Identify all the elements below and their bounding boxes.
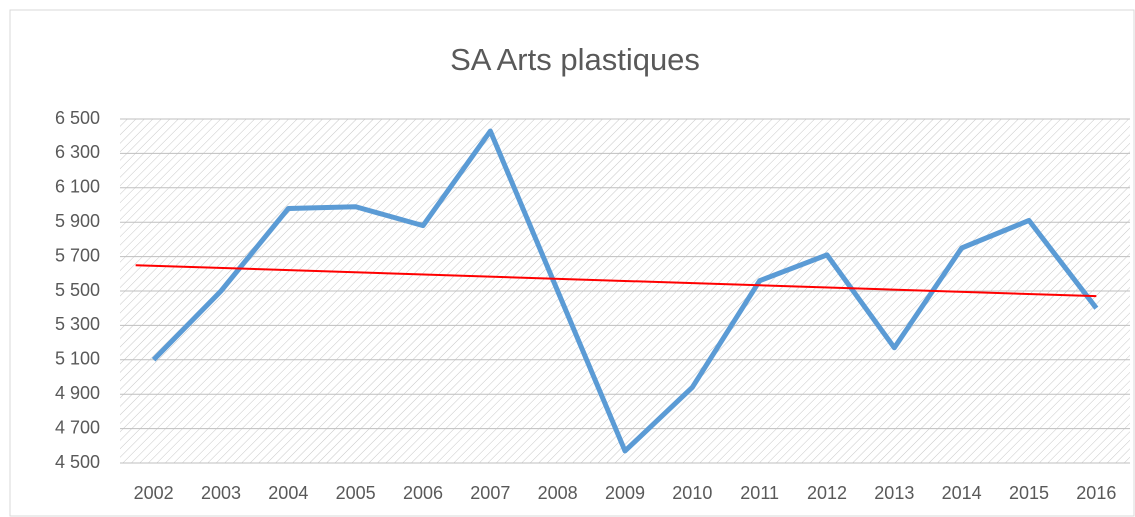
- y-tick-label: 4 500: [55, 452, 100, 472]
- y-tick-label: 5 900: [55, 211, 100, 231]
- y-tick-label: 4 700: [55, 417, 100, 437]
- x-tick-label: 2010: [672, 483, 712, 503]
- x-tick-label: 2007: [470, 483, 510, 503]
- y-tick-label: 4 900: [55, 383, 100, 403]
- y-tick-label: 5 700: [55, 245, 100, 265]
- x-tick-label: 2016: [1076, 483, 1116, 503]
- x-tick-label: 2014: [942, 483, 982, 503]
- series-line: [151, 128, 1099, 454]
- y-tick-label: 6 300: [55, 142, 100, 162]
- x-tick-label: 2011: [740, 483, 779, 503]
- x-tick-label: 2005: [336, 483, 376, 503]
- chart-title: SA Arts plastiques: [450, 42, 700, 77]
- y-tick-label: 5 300: [55, 314, 100, 334]
- x-tick-label: 2003: [201, 483, 241, 503]
- chart-border: [9, 9, 1135, 517]
- x-tick-label: 2012: [807, 483, 847, 503]
- y-tick-label: 5 100: [55, 349, 100, 369]
- x-tick-label: 2013: [874, 483, 914, 503]
- x-tick-label: 2009: [605, 483, 645, 503]
- x-tick-label: 2006: [403, 483, 443, 503]
- y-tick-label: 5 500: [55, 280, 100, 300]
- x-tick-label: 2008: [538, 483, 578, 503]
- x-tick-label: 2004: [268, 483, 308, 503]
- trend-line: [135, 264, 1097, 298]
- y-tick-label: 6 500: [55, 108, 100, 128]
- x-tick-label: 2015: [1009, 483, 1049, 503]
- x-tick-label: 2002: [134, 483, 174, 503]
- y-tick-label: 6 100: [55, 177, 100, 197]
